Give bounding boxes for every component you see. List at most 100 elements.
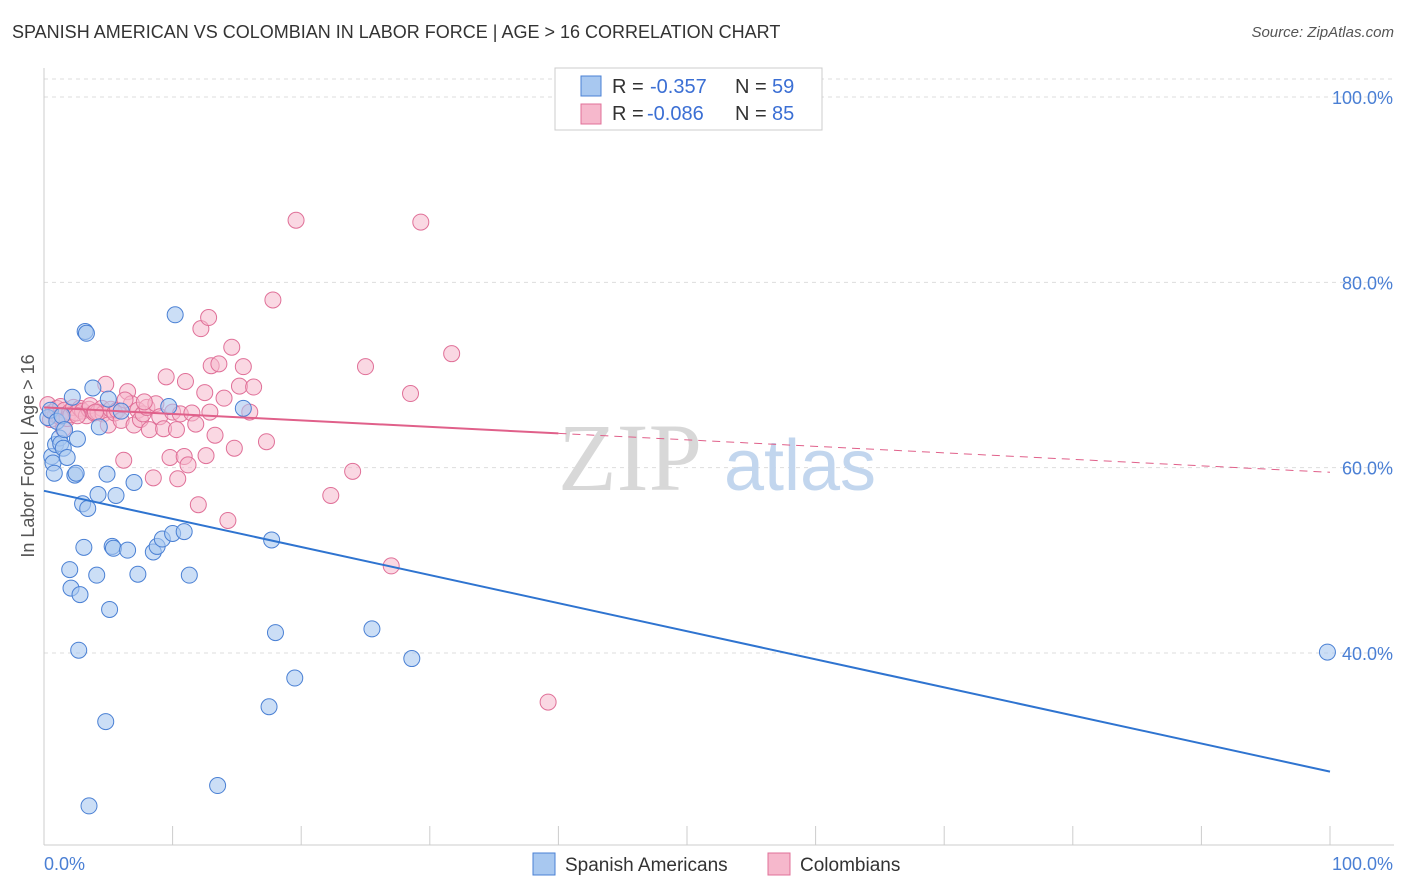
x-tick-label: 0.0% — [44, 854, 85, 874]
point-colombian — [443, 345, 461, 363]
point-colombian — [225, 439, 243, 457]
y-tick-label: 40.0% — [1342, 644, 1393, 664]
point-colombian — [412, 213, 430, 231]
point-spanish — [1318, 643, 1336, 661]
point-colombian — [357, 358, 374, 376]
point-spanish — [71, 586, 89, 604]
point-spanish — [234, 399, 252, 417]
point-colombian — [206, 426, 224, 444]
point-spanish — [266, 624, 284, 642]
point-colombian — [245, 378, 263, 396]
legend-r-label-2: R = — [612, 103, 644, 125]
point-spanish — [129, 565, 147, 583]
point-spanish — [67, 464, 85, 482]
trendlines — [43, 406, 1331, 773]
point-spanish — [107, 486, 125, 504]
point-spanish — [180, 566, 198, 584]
point-spanish — [286, 669, 304, 687]
legend-r-value-2: -0.086 — [647, 103, 704, 125]
point-colombian — [167, 421, 185, 439]
point-spanish — [403, 650, 421, 668]
point-colombian — [223, 338, 241, 356]
watermark-atlas: atlas — [724, 426, 876, 506]
point-spanish — [98, 465, 116, 483]
point-colombian — [264, 291, 282, 309]
point-spanish — [363, 620, 381, 638]
point-spanish — [104, 539, 122, 557]
point-colombian — [86, 403, 104, 421]
point-spanish — [260, 698, 278, 716]
point-spanish — [125, 473, 143, 491]
point-spanish — [80, 797, 98, 815]
trendline-colombian-solid — [43, 406, 559, 435]
point-colombian — [179, 456, 197, 474]
point-colombian — [187, 415, 205, 433]
x-tick-label: 100.0% — [1332, 854, 1393, 874]
point-spanish — [56, 421, 74, 439]
legend-n-label-1: N = — [735, 76, 767, 98]
point-colombian — [189, 496, 207, 514]
y-tick-label: 100.0% — [1332, 88, 1393, 108]
point-colombian — [197, 447, 215, 465]
trendline-colombian-dashed — [558, 432, 1331, 473]
point-colombian — [196, 384, 214, 402]
point-colombian — [115, 451, 133, 469]
bottom-legend-swatch-spanish — [532, 852, 556, 876]
point-colombian — [234, 358, 252, 376]
point-spanish — [61, 561, 79, 579]
legend-swatch-spanish — [580, 75, 602, 97]
y-axis-title: In Labor Force | Age > 16 — [18, 354, 38, 557]
point-colombian — [210, 355, 228, 373]
bottom-legend-label-spanish: Spanish Americans — [565, 855, 728, 876]
point-spanish — [119, 541, 137, 559]
point-colombian — [176, 372, 194, 390]
trendline-spanish — [43, 489, 1331, 773]
point-colombian — [344, 462, 362, 480]
legend-n-value-2: 85 — [772, 103, 794, 125]
point-colombian — [257, 433, 275, 451]
point-spanish — [70, 641, 88, 659]
point-colombian — [169, 470, 187, 488]
point-spanish — [209, 777, 227, 795]
point-colombian — [144, 469, 162, 487]
point-colombian — [322, 486, 340, 504]
bottom-legend-swatch-colombian — [767, 852, 791, 876]
watermark-zip: ZIP — [558, 404, 702, 511]
point-spanish — [84, 379, 102, 397]
point-spanish — [79, 499, 97, 517]
point-colombian — [539, 693, 557, 711]
point-spanish — [97, 713, 115, 731]
point-spanish — [58, 448, 76, 466]
point-colombian — [140, 421, 158, 439]
point-colombian — [161, 448, 179, 466]
point-colombian — [287, 211, 305, 229]
source-label: Source: ZipAtlas.com — [1251, 24, 1394, 41]
legend-r-value-1: -0.357 — [650, 76, 707, 98]
axes — [43, 68, 1394, 846]
point-colombian — [135, 393, 153, 411]
point-spanish — [68, 430, 86, 448]
point-spanish — [53, 407, 71, 425]
point-spanish — [175, 523, 193, 541]
chart-title: SPANISH AMERICAN VS COLOMBIAN IN LABOR F… — [12, 22, 781, 42]
y-tick-label: 80.0% — [1342, 273, 1393, 293]
point-colombian — [219, 511, 237, 529]
point-spanish — [63, 388, 81, 406]
point-spanish — [90, 418, 108, 436]
tick-labels: 40.0% 60.0% 80.0% 100.0% 0.0% 100.0% — [44, 88, 1393, 874]
bottom-legend: Spanish Americans Colombians — [532, 852, 900, 876]
point-spanish — [88, 566, 106, 584]
point-spanish — [77, 324, 95, 342]
point-spanish — [45, 464, 63, 482]
point-colombian — [157, 368, 175, 386]
point-spanish — [166, 306, 184, 324]
point-spanish — [99, 390, 117, 408]
legend-swatch-colombian — [580, 103, 602, 125]
point-spanish — [160, 398, 178, 416]
point-spanish — [75, 538, 93, 556]
point-colombian — [402, 385, 420, 403]
point-colombian — [201, 403, 219, 421]
legend-r-label-1: R = — [612, 76, 644, 98]
point-colombian — [230, 377, 248, 395]
